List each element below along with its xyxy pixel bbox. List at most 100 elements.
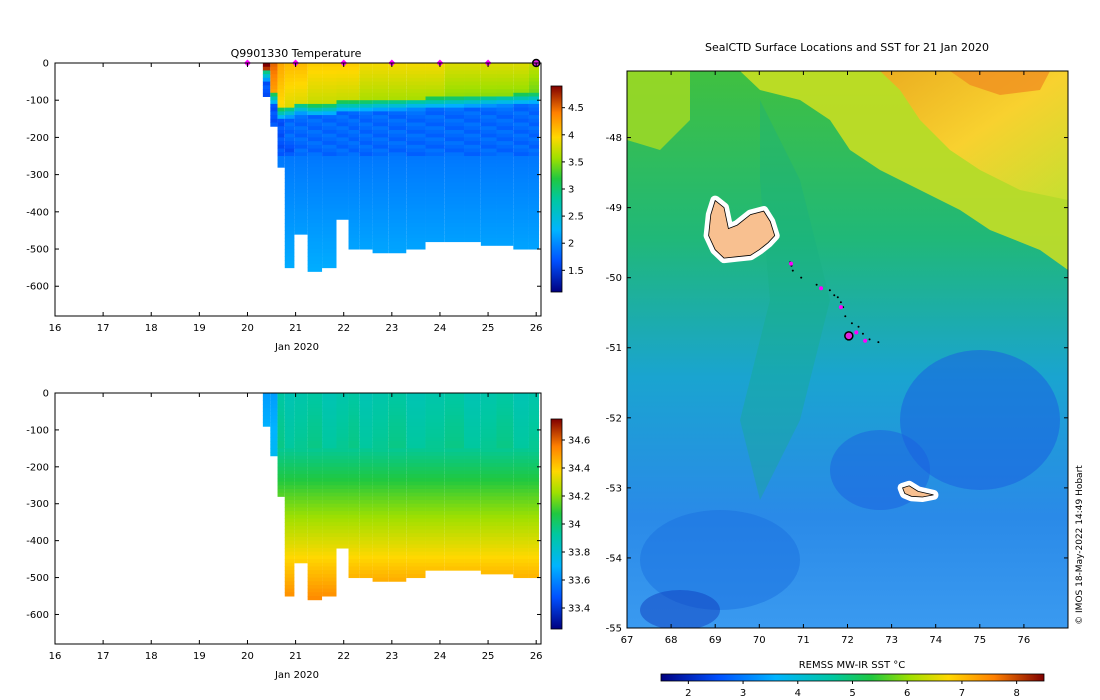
temp-cell <box>496 115 514 120</box>
temp-cell <box>359 182 373 187</box>
salinity-cell <box>388 522 407 527</box>
temp-cell <box>388 63 407 68</box>
salinity-cell <box>294 551 308 556</box>
temp-cell <box>528 77 540 83</box>
salinity-cell <box>444 477 465 483</box>
salinity-cell <box>406 474 426 479</box>
temp-cell <box>444 182 465 187</box>
salinity-cell <box>444 566 465 571</box>
salinity-cell <box>294 474 308 479</box>
temp-cell <box>307 81 323 86</box>
salinity-cell <box>270 429 278 435</box>
temp-cell <box>322 77 337 83</box>
salinity-cell <box>464 559 481 564</box>
salinity-cell <box>307 496 323 501</box>
salinity-cell <box>496 474 514 479</box>
salinity-cell <box>348 551 360 556</box>
salinity-cell <box>528 470 540 475</box>
temp-cell <box>294 215 308 220</box>
salinity-cell <box>425 488 445 494</box>
salinity-cell <box>359 492 373 497</box>
salinity-cell <box>528 400 540 405</box>
temp-cell <box>513 237 529 243</box>
salinity-cell <box>480 459 497 464</box>
salinity-cell <box>496 481 514 486</box>
salinity-cell <box>277 492 285 497</box>
salinity-cell <box>348 452 360 457</box>
salinity-cell <box>480 514 497 519</box>
temp-cell <box>307 152 323 157</box>
temp-cell <box>348 211 360 217</box>
temp-cell <box>307 107 323 112</box>
salinity-cell <box>444 548 465 553</box>
salinity-cell <box>513 407 529 412</box>
salinity-cell <box>336 511 349 516</box>
salinity-cell <box>388 496 407 501</box>
temp-cell <box>348 178 360 183</box>
salinity-cell <box>406 470 426 475</box>
temp-cell <box>444 219 465 224</box>
salinity-cell <box>513 496 529 501</box>
salinity-cell <box>372 485 389 490</box>
temp-cell <box>464 85 481 90</box>
temp-cell <box>262 63 271 68</box>
temp-cell <box>336 159 349 164</box>
salinity-cell <box>284 525 295 531</box>
temp-cell <box>284 115 295 120</box>
temp-cell <box>444 81 465 86</box>
salinity-cell <box>406 459 426 464</box>
salinity-cell <box>496 488 514 494</box>
temp-cell <box>372 148 389 153</box>
salinity-cell <box>372 452 389 457</box>
salinity-cell <box>464 511 481 516</box>
salinity-cell <box>444 518 465 523</box>
salinity-cell <box>359 474 373 479</box>
temp-cell <box>277 66 285 71</box>
salinity-cell <box>294 440 308 446</box>
temp-cell <box>464 81 481 86</box>
temp-cell <box>284 111 295 116</box>
salinity-cell <box>372 437 389 442</box>
salinity-cell <box>425 551 445 556</box>
salinity-cell <box>336 418 349 424</box>
temp-cell <box>322 137 337 142</box>
salinity-cell <box>388 474 407 479</box>
temp-cell <box>528 96 540 101</box>
surface-location-marker <box>854 330 859 335</box>
salinity-cell <box>336 440 349 446</box>
temp-cell <box>372 200 389 205</box>
salinity-cell <box>336 407 349 412</box>
salinity-cell <box>294 463 308 468</box>
salinity-cell <box>388 570 407 575</box>
temp-cell <box>496 103 514 109</box>
temp-cell <box>480 152 497 157</box>
salinity-axes: 16 17 18 19 20 21 22 23 24 25 260-100-200-300-400-… <box>26 389 542 663</box>
temp-cell <box>406 137 426 142</box>
temp-cell <box>406 118 426 124</box>
temp-cell <box>480 122 497 127</box>
temp-cell <box>359 92 373 97</box>
salinity-cell <box>262 404 271 409</box>
temp-cell <box>480 174 497 179</box>
temp-cell <box>388 85 407 90</box>
temp-cell <box>464 137 481 142</box>
salinity-cell <box>322 459 337 464</box>
temp-cell <box>307 196 323 202</box>
temp-cell <box>425 74 445 79</box>
salinity-cell <box>464 500 481 505</box>
temp-cell <box>425 89 445 94</box>
salinity-cell <box>348 422 360 427</box>
temp-cell <box>307 156 323 161</box>
salinity-cell <box>284 566 295 571</box>
salinity-cell <box>307 548 323 553</box>
salinity-cell <box>348 393 360 398</box>
salinity-cell <box>406 481 426 486</box>
temp-cell <box>513 208 529 213</box>
temp-cell <box>528 170 540 176</box>
temp-cell <box>464 193 481 198</box>
temp-cell <box>528 230 540 235</box>
salinity-cell <box>425 448 445 453</box>
salinity-cell <box>284 536 295 542</box>
salinity-cell <box>425 437 445 442</box>
temp-cell <box>464 111 481 116</box>
